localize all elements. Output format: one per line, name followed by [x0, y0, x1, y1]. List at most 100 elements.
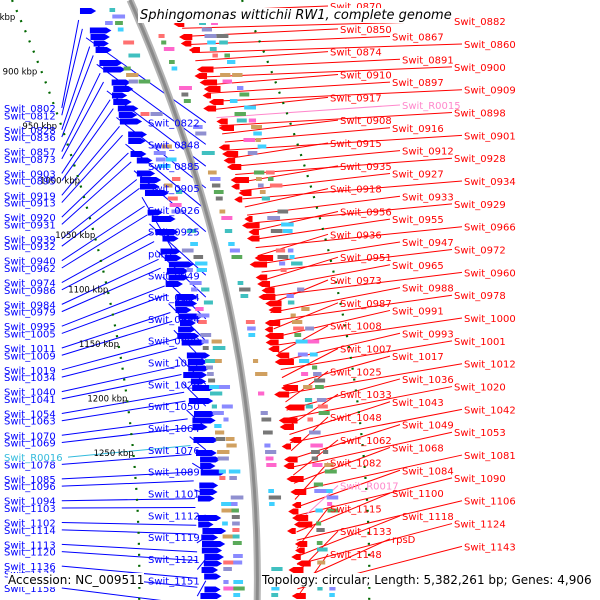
- feature-track-block: [307, 417, 314, 422]
- reverse-gene-glyph: [231, 183, 240, 190]
- forward-gene-glyph: [89, 27, 112, 34]
- forward-gene-glyph: [90, 34, 110, 40]
- feature-track-block: [232, 521, 240, 526]
- gene-label-right: Swit_0955: [392, 215, 444, 226]
- label-connector: [271, 294, 453, 322]
- feature-track-block: [329, 593, 335, 597]
- feature-track-block: [239, 287, 251, 292]
- label-connector: [61, 55, 94, 138]
- gene-label-left: Swit_0920: [4, 213, 56, 224]
- gene-label-right: Swit_0850: [340, 25, 392, 36]
- feature-track-block: [232, 73, 243, 77]
- forward-gene-glyph: [199, 489, 218, 495]
- gene-label-left: Swit_0932: [4, 242, 56, 253]
- feature-track-block: [203, 300, 213, 305]
- gene-label-right: Swit_1100: [392, 489, 444, 500]
- feature-track-block: [163, 183, 173, 188]
- reverse-gene-glyph: [294, 541, 308, 547]
- feature-track-block: [214, 430, 225, 435]
- reverse-gene-glyph: [248, 229, 259, 235]
- feature-track-block: [286, 294, 294, 298]
- gene-label-right: Swit_1001: [454, 337, 506, 348]
- label-connector: [189, 436, 207, 451]
- reverse-gene-glyph: [289, 437, 302, 443]
- gene-label-right: Swit_0918: [330, 185, 382, 196]
- feature-track-block: [316, 541, 323, 545]
- feature-track-block: [223, 560, 235, 565]
- gene-label-right: Swit_1106: [464, 497, 516, 508]
- gene-label-right: Swit_1133: [340, 527, 392, 538]
- forward-gene-glyph: [200, 456, 221, 463]
- feature-track-block: [165, 157, 177, 162]
- feature-track-block: [307, 339, 320, 344]
- feature-track-block: [279, 261, 286, 266]
- feature-track-block: [215, 437, 226, 441]
- reverse-gene-glyph: [290, 489, 307, 495]
- feature-track-block: [221, 216, 233, 220]
- feature-track-block: [191, 287, 198, 292]
- gene-label-left: Swit_1041: [4, 395, 56, 406]
- feature-track-block: [212, 53, 218, 58]
- label-connector: [237, 165, 339, 184]
- feature-track-block: [123, 66, 131, 71]
- gene-label-right: Swit_0900: [454, 63, 506, 74]
- feature-track-block: [248, 118, 257, 123]
- label-connector: [61, 294, 167, 334]
- forward-gene-glyph: [201, 567, 219, 573]
- forward-gene-glyph: [201, 534, 219, 541]
- reverse-gene-glyph: [202, 92, 212, 99]
- feature-track-block: [240, 294, 249, 298]
- gene-label-right: Swit_0936: [330, 230, 382, 241]
- backbone-ring: [126, 0, 261, 600]
- label-connector: [295, 469, 401, 509]
- feature-track-block: [252, 359, 259, 363]
- feature-track-block: [290, 313, 296, 318]
- label-connector: [207, 81, 391, 94]
- feature-track-block: [237, 86, 244, 90]
- label-connector: [96, 63, 207, 145]
- gene-label-left: Swit_R0016: [4, 453, 63, 464]
- feature-track-block: [305, 326, 314, 331]
- feature-track-block: [201, 287, 210, 292]
- gene-label-left: Swit_0974: [4, 279, 56, 290]
- gene-label-left: Swit_1029: [148, 380, 200, 391]
- feature-track-block: [222, 79, 233, 84]
- label-connector: [273, 302, 339, 330]
- feature-track-block: [224, 229, 233, 233]
- feature-track-block: [233, 593, 241, 597]
- forward-gene-glyph: [192, 424, 208, 430]
- reverse-gene-glyph: [283, 463, 295, 469]
- label-connector: [270, 287, 401, 314]
- gene-label-left: Swit_0836: [4, 133, 56, 144]
- reverse-gene-glyph: [188, 47, 200, 53]
- gene-label-left: Swit_1094: [4, 497, 56, 508]
- forward-gene-glyph: [113, 86, 134, 92]
- feature-track-block: [217, 456, 229, 461]
- label-connector: [296, 500, 463, 541]
- label-connector: [61, 72, 101, 152]
- reverse-gene-glyph: [265, 300, 282, 307]
- gene-label-left: Swit_1158: [4, 584, 56, 595]
- forward-gene-glyph: [113, 99, 132, 105]
- gene-label-left: Swit_0949: [148, 271, 200, 282]
- label-connector: [61, 46, 91, 130]
- gene-label-left: Swit_1101: [148, 489, 200, 500]
- feature-track-block: [115, 21, 123, 25]
- label-connector: [283, 355, 391, 387]
- feature-track-block: [219, 209, 226, 214]
- gene-label-right: Swit_0972: [454, 246, 506, 257]
- feature-track-block: [207, 40, 216, 45]
- label-connector: [61, 28, 83, 116]
- feature-track-block: [269, 183, 283, 188]
- feature-track-block: [312, 463, 323, 467]
- label-connector: [249, 203, 453, 224]
- gene-label-left: Swit_1102: [4, 519, 56, 530]
- reverse-gene-glyph: [292, 515, 309, 521]
- reverse-gene-glyph: [275, 352, 290, 359]
- gene-label-left: Swit_0964: [148, 293, 200, 304]
- label-connector: [61, 480, 194, 487]
- feature-track-block: [317, 404, 328, 409]
- forward-gene-glyph: [203, 560, 223, 567]
- feature-track-block: [151, 144, 162, 149]
- feature-track-block: [222, 521, 228, 526]
